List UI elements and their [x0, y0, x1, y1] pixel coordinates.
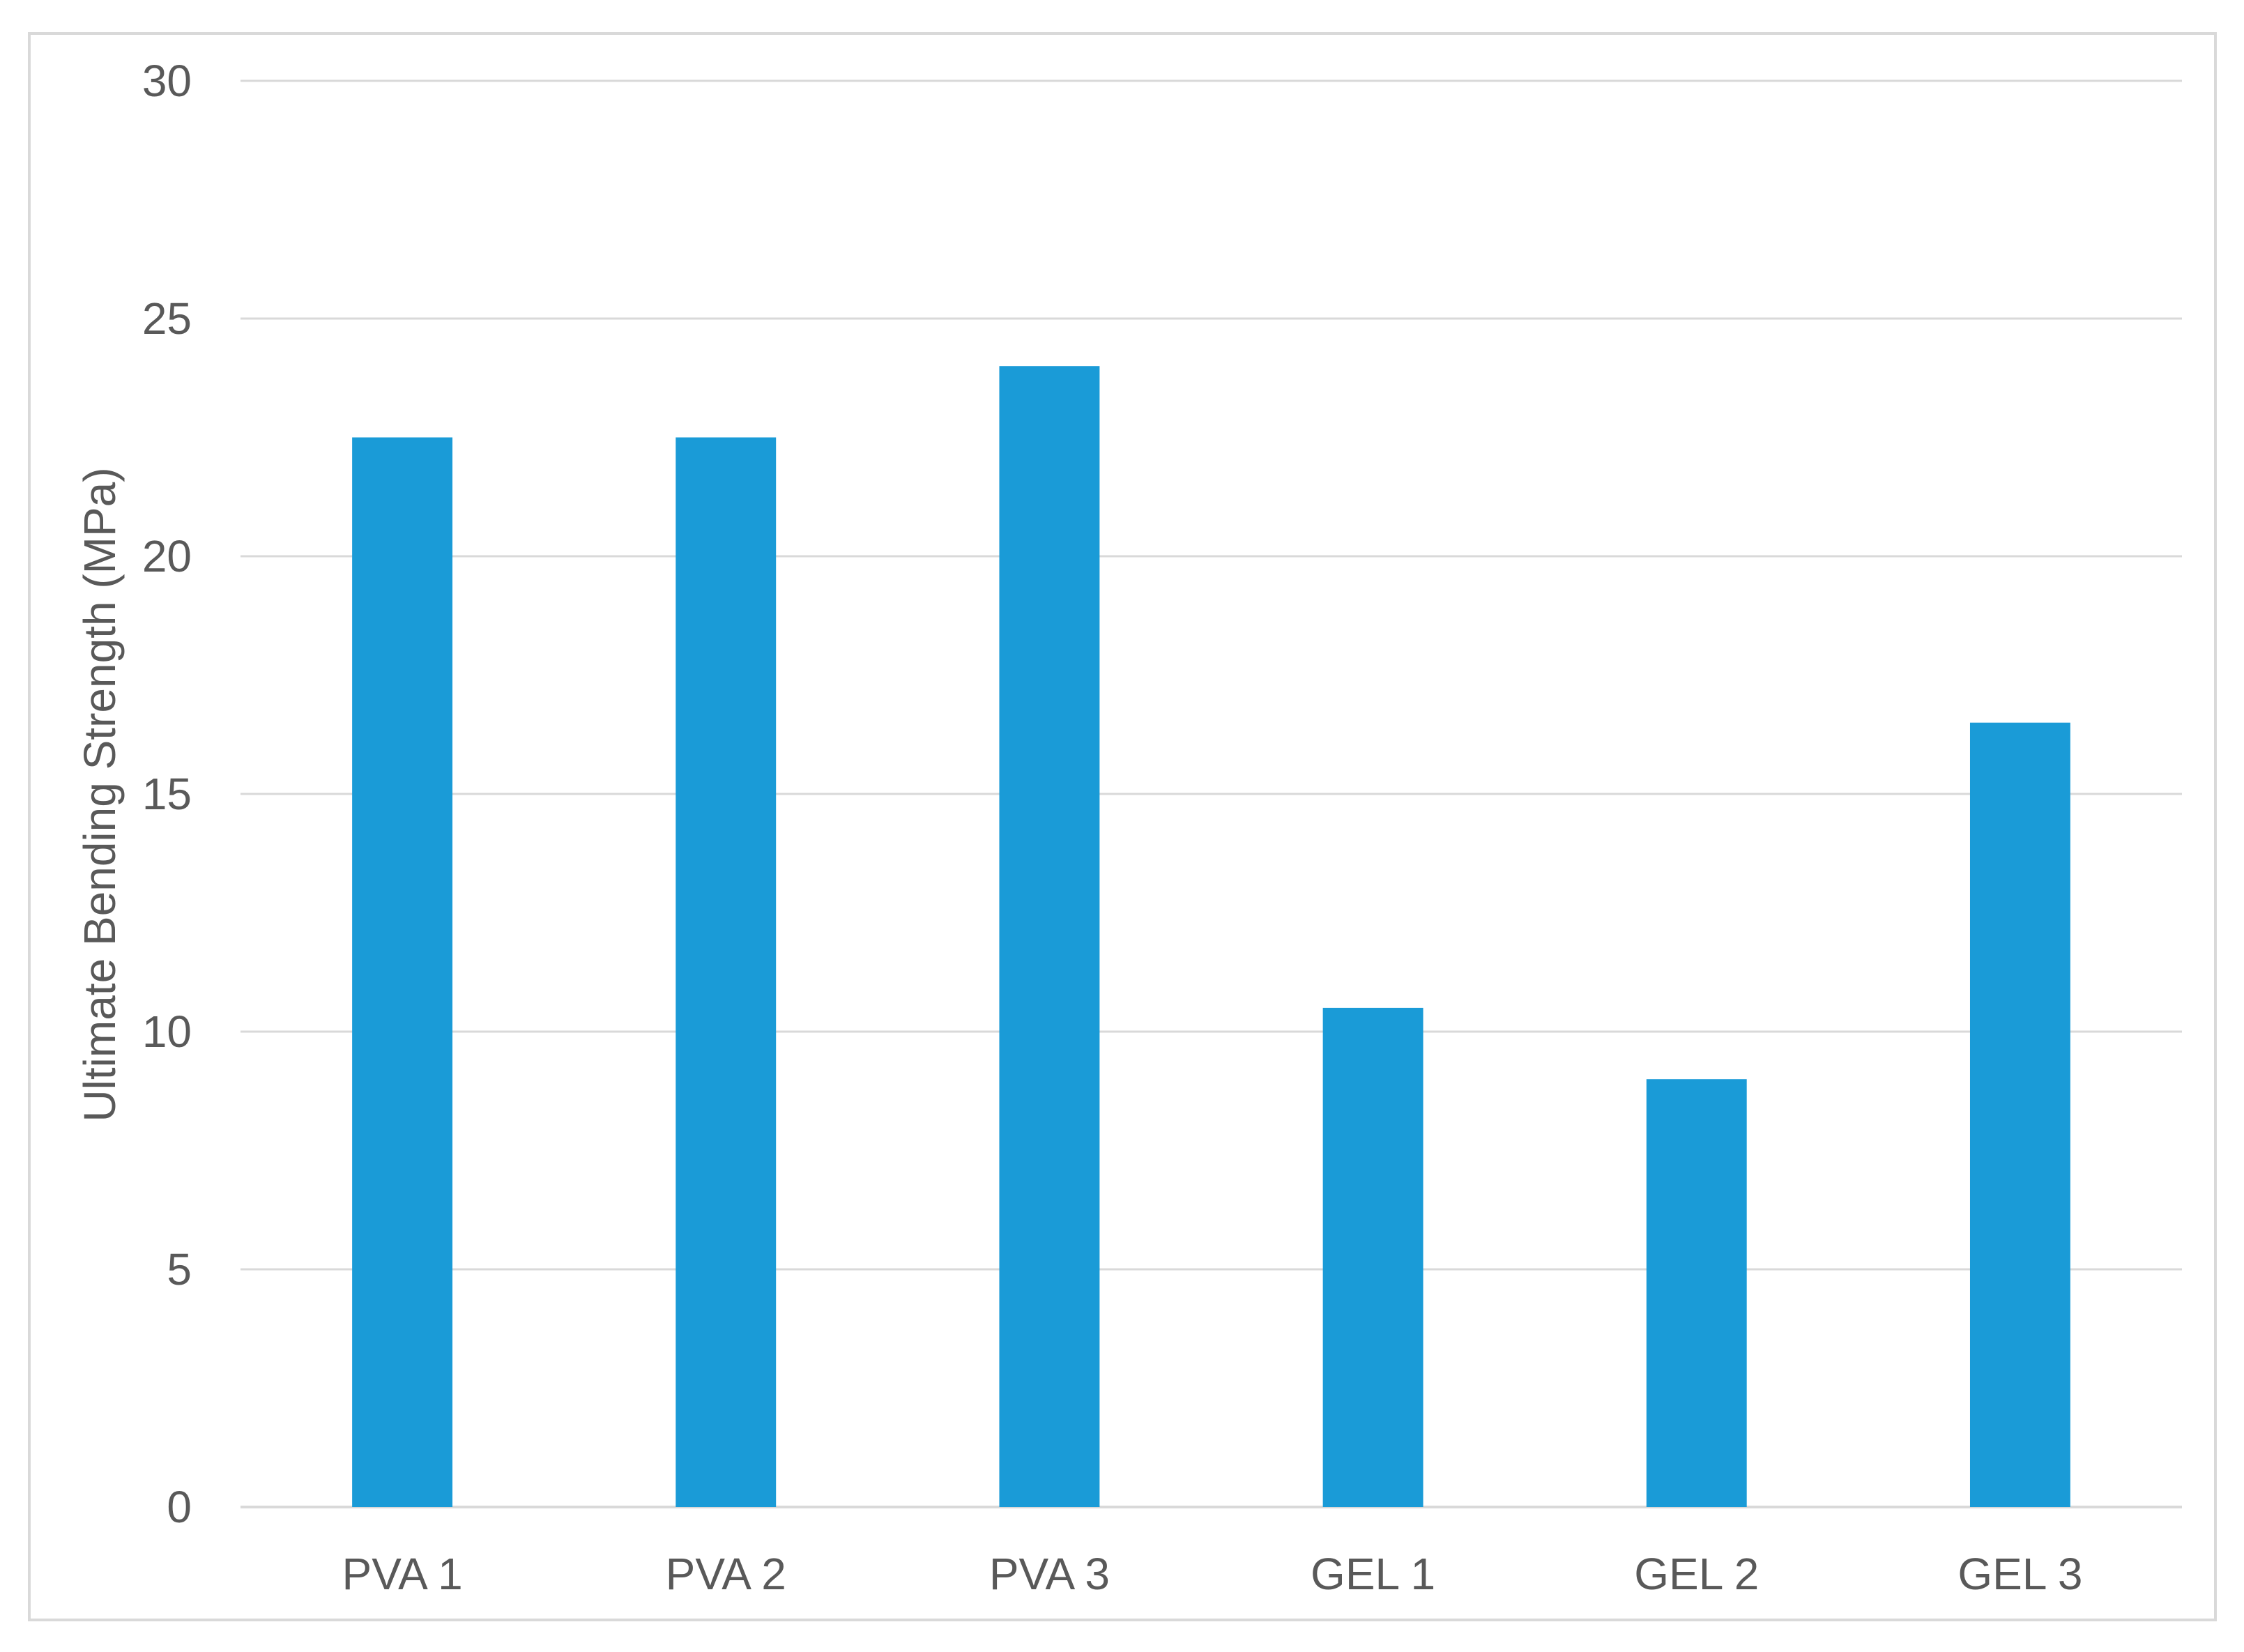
gridlines	[241, 79, 2182, 1508]
y-tick-label-0: 0	[167, 1482, 192, 1532]
x-tick-label-pva-1: PVA 1	[342, 1549, 463, 1599]
y-tick-label-25: 25	[142, 293, 192, 344]
x-tick-label-pva-2: PVA 2	[666, 1549, 786, 1599]
bars	[352, 366, 2070, 1508]
x-tick-label-gel-2: GEL 2	[1634, 1549, 1759, 1599]
y-tick-label-10: 10	[142, 1007, 192, 1057]
bar-gel-3	[1969, 722, 2070, 1507]
x-axis-ticks: PVA 1 PVA 2 PVA 3 GEL 1 GEL 2 GEL 3	[342, 1549, 2083, 1599]
y-tick-label-30: 30	[142, 56, 192, 106]
bar-gel-2	[1646, 1079, 1747, 1507]
x-tick-label-gel-1: GEL 1	[1311, 1549, 1435, 1599]
bar-pva-1	[352, 437, 453, 1507]
bar-pva-3	[999, 366, 1100, 1508]
y-axis-title: Ultimate Bending Strength (MPa)	[75, 467, 125, 1122]
x-tick-label-pva-3: PVA 3	[989, 1549, 1110, 1599]
y-tick-label-5: 5	[167, 1244, 192, 1294]
x-tick-label-gel-3: GEL 3	[1957, 1549, 2082, 1599]
bar-pva-2	[676, 437, 777, 1507]
y-axis-ticks: 0 5 10 15 20 25 30	[142, 56, 192, 1532]
y-tick-label-15: 15	[142, 769, 192, 819]
bar-gel-1	[1322, 1007, 1424, 1507]
y-tick-label-20: 20	[142, 531, 192, 581]
